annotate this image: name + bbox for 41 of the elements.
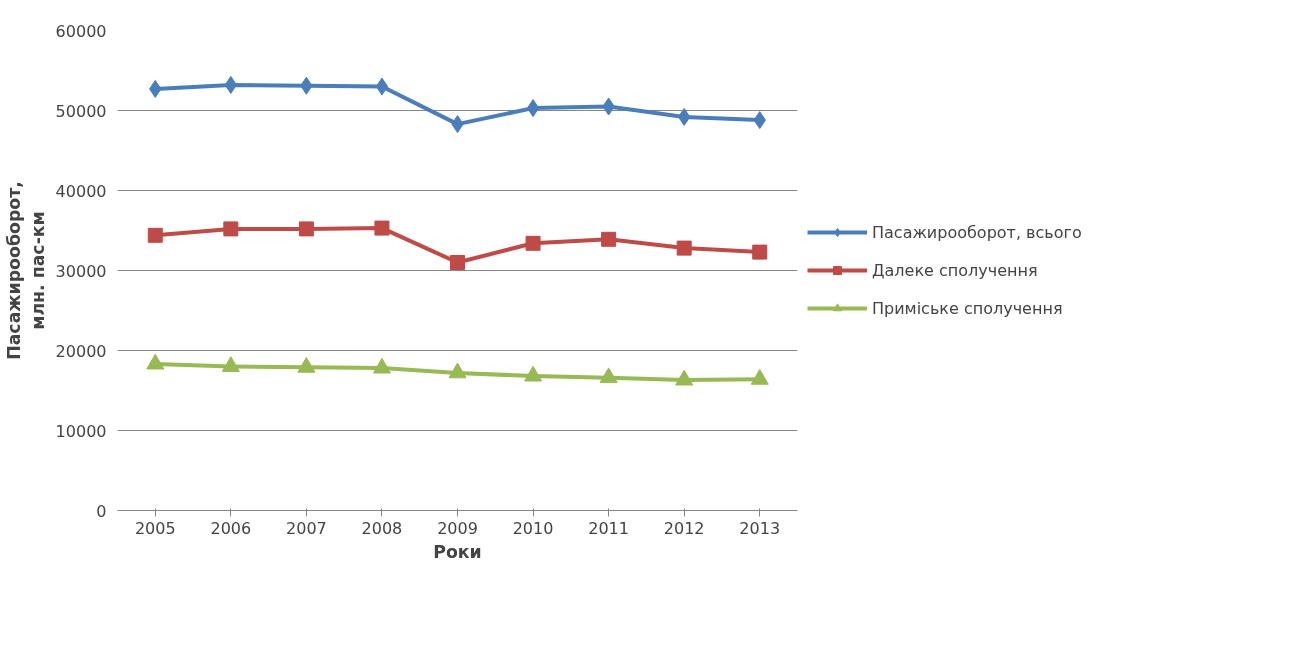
point (450, 255, 465, 270)
point (375, 77, 389, 96)
point (221, 356, 240, 372)
x-tick-label: 2007 (286, 518, 327, 538)
y-axis-title: Пасажирооборот, млн. пас-км (3, 181, 48, 360)
point (675, 369, 694, 386)
point (147, 227, 163, 243)
legend-label: Приміське сполучення (872, 298, 1063, 318)
point (599, 367, 618, 384)
point (526, 99, 540, 118)
x-tick-label: 2006 (210, 518, 252, 538)
y-tick-label: 10000 (55, 421, 107, 441)
y-tick-label: 30000 (55, 261, 107, 281)
y-tick-label: 60000 (55, 21, 107, 41)
x-tick-label: 2005 (134, 518, 176, 538)
point (146, 353, 165, 370)
point (374, 220, 390, 236)
x-tick-label: 2011 (588, 518, 629, 538)
point (297, 356, 316, 373)
y-tick-label: 0 (96, 501, 107, 521)
point (448, 362, 467, 379)
x-tick-label: 2008 (361, 518, 403, 538)
point (298, 221, 314, 237)
point (601, 231, 617, 247)
x-tick-label: 2013 (739, 518, 781, 538)
y-tick-label: 40000 (55, 181, 107, 201)
point (372, 357, 391, 374)
x-axis-title: Роки (433, 541, 482, 562)
y-tick-label: 50000 (55, 101, 107, 121)
x-tick-label: 2010 (512, 518, 554, 538)
point (524, 365, 543, 382)
point (223, 221, 239, 237)
point (750, 368, 769, 385)
point (752, 244, 768, 260)
x-tick-label: 2009 (437, 518, 478, 538)
legend-label: Пасажирооборот, всього (872, 222, 1082, 242)
point (525, 235, 541, 251)
x-tick-label: 2012 (663, 518, 705, 538)
point (676, 240, 692, 256)
legend-label: Далеке сполучення (872, 260, 1038, 280)
y-tick-label: 20000 (55, 341, 107, 361)
